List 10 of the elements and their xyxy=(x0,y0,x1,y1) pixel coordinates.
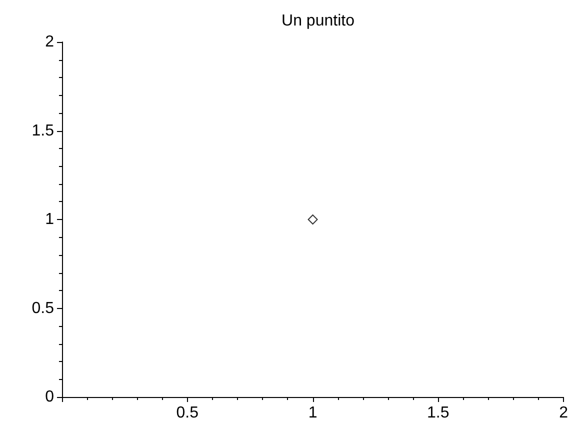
y-tick-label: 2 xyxy=(45,34,54,50)
y-tick-label: 1 xyxy=(45,211,54,228)
y-tick-label: 0 xyxy=(45,388,54,406)
x-tick-label: 1.5 xyxy=(427,404,450,422)
y-tick-label: 1.5 xyxy=(32,122,54,140)
x-tick-label: 1 xyxy=(308,404,318,422)
x-tick-label: 2 xyxy=(559,404,568,422)
y-tick-label: 0.5 xyxy=(32,300,54,317)
x-tick-label: 0.5 xyxy=(176,404,199,422)
chart-title: Un puntito xyxy=(282,12,355,30)
